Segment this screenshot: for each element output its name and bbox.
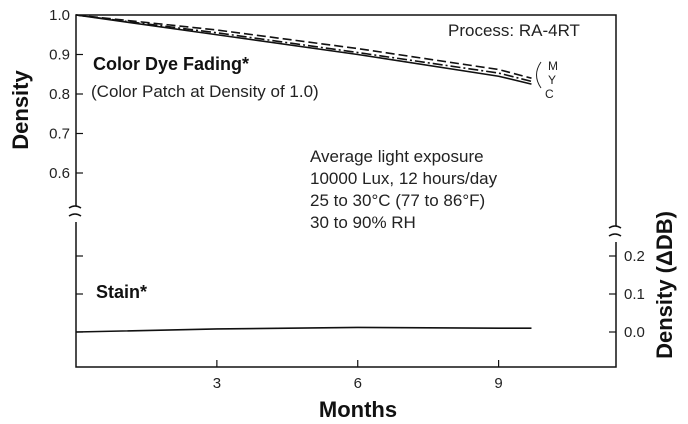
y-axis-title-right: Density (ΔDB) [652,211,677,359]
right-y-tick-label: 0.1 [624,286,645,303]
series-line-stain [75,326,532,333]
x-tick-label: 9 [494,375,502,392]
y-axis-title-left: Density [8,70,33,150]
series-label-y: Y [548,73,556,87]
upper-y-tick-label: 0.9 [49,47,70,64]
series-line-m [75,14,532,79]
right-y-axis-ticks: 0.2 0.1 0.0 [609,248,645,341]
x-tick-label: 3 [213,375,221,392]
upper-y-tick-label: 0.8 [49,86,70,103]
axis-break-right [608,225,622,242]
x-tick-label: 6 [354,375,362,392]
condition-line-3: 25 to 30°C (77 to 86°F) [310,191,485,210]
condition-line-4: 30 to 90% RH [310,213,416,232]
series-label-c: C [545,87,554,101]
upper-y-tick-label: 0.7 [49,126,70,143]
series-line-y [75,14,532,83]
upper-y-tick-label: 1.0 [49,7,70,24]
x-axis-title: Months [319,397,397,422]
upper-panel-subtitle: (Color Patch at Density of 1.0) [91,82,319,101]
series-label-m: M [548,59,558,73]
upper-y-axis-ticks: 1.0 0.9 0.8 0.7 0.6 [49,7,83,182]
plot-frame [75,14,617,368]
series-labels: MYC [545,59,558,101]
lower-left-axis-ticks [76,255,83,333]
series-lines [75,14,532,333]
right-y-tick-label: 0.0 [624,324,645,341]
axis-break-left [68,205,82,222]
upper-y-tick-label: 0.6 [49,165,70,182]
process-label: Process: RA-4RT [448,21,580,40]
series-line-c [75,14,532,85]
right-y-tick-label: 0.2 [624,248,645,265]
lower-panel-title: Stain* [96,282,147,302]
upper-panel-title: Color Dye Fading* [93,54,249,74]
condition-line-1: Average light exposure [310,147,484,166]
condition-line-2: 10000 Lux, 12 hours/day [310,169,498,188]
x-axis-ticks: 3 6 9 [213,360,503,392]
series-brace [536,61,542,89]
